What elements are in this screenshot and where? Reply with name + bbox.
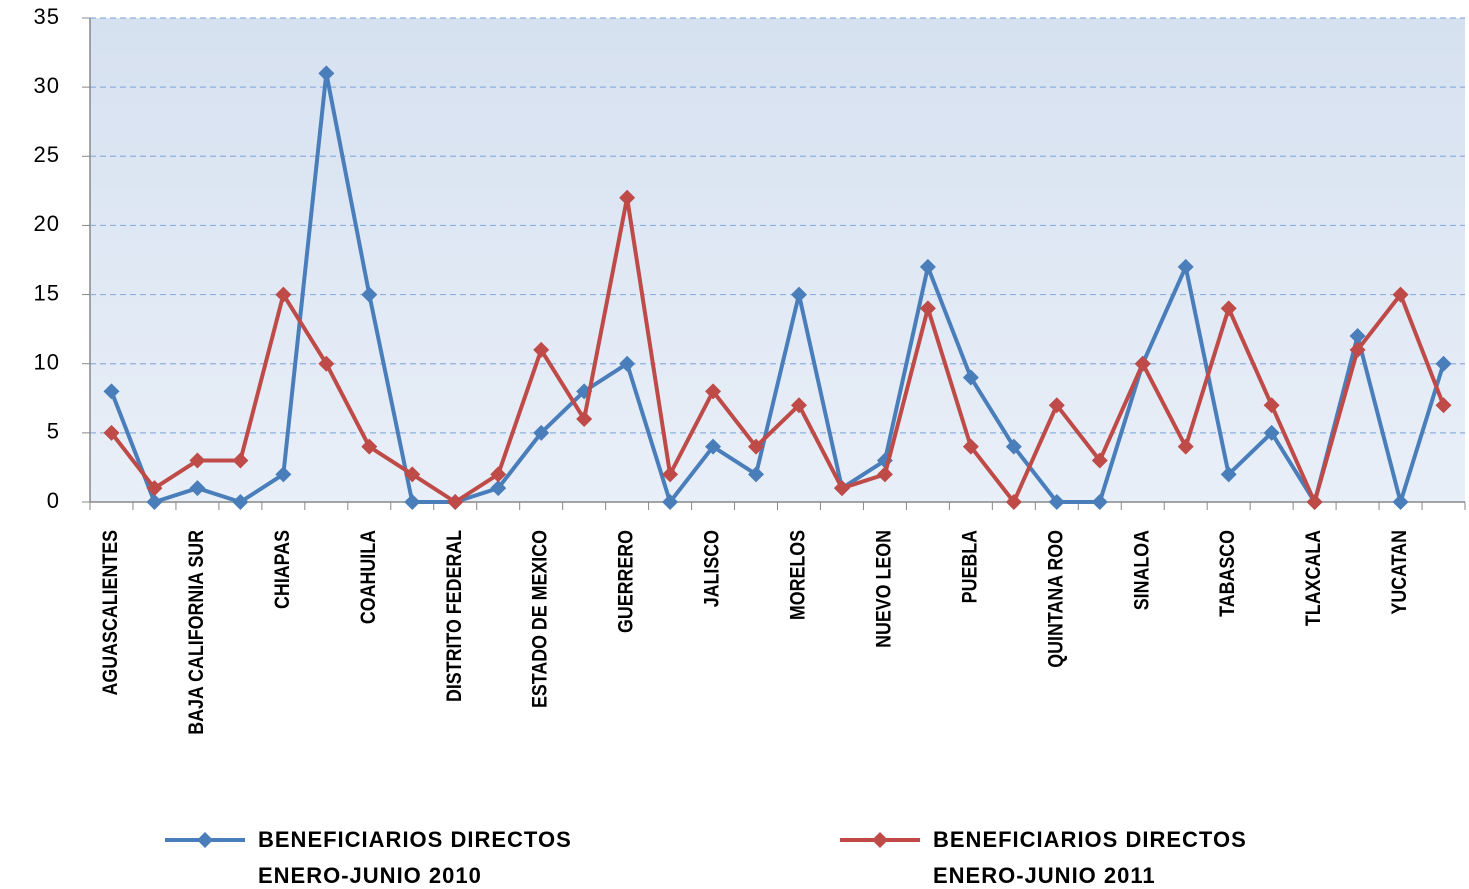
- data-point: [404, 466, 421, 483]
- data-point: [962, 438, 979, 455]
- data-point: [1263, 397, 1280, 414]
- data-point: [1177, 258, 1194, 275]
- data-point: [490, 466, 507, 483]
- legend-marker: [197, 832, 213, 848]
- series-line: [109, 71, 1446, 504]
- x-tick-label: MORELOS: [786, 530, 810, 620]
- data-point: [1349, 328, 1366, 345]
- data-point: [962, 369, 979, 386]
- x-tick-label: COAHUILA: [357, 530, 381, 624]
- data-point: [576, 411, 593, 428]
- x-tick-label: JALISCO: [700, 530, 724, 607]
- series-line: [109, 195, 1446, 504]
- x-tick-label: CHIAPAS: [271, 530, 295, 609]
- data-point: [361, 438, 378, 455]
- data-point: [447, 494, 464, 510]
- data-point: [1005, 494, 1022, 510]
- data-point: [705, 383, 722, 400]
- data-point: [1048, 397, 1065, 414]
- data-point: [318, 355, 335, 372]
- data-point: [790, 286, 807, 303]
- data-point: [361, 286, 378, 303]
- data-point: [146, 480, 163, 497]
- data-point: [1091, 494, 1108, 510]
- y-tick-label: 5: [47, 419, 60, 444]
- x-tick-label: NUEVO LEON: [872, 530, 896, 648]
- x-tick-label: SINALOA: [1130, 530, 1154, 610]
- data-point: [1091, 452, 1108, 469]
- y-tick-label: 35: [34, 4, 60, 29]
- data-point: [876, 466, 893, 483]
- data-point: [533, 341, 550, 358]
- x-tick-label: TLAXCALA: [1302, 530, 1326, 626]
- data-point: [1048, 494, 1065, 510]
- data-point: [1435, 397, 1452, 414]
- x-tick-label: TABASCO: [1216, 530, 1240, 617]
- data-point: [533, 424, 550, 441]
- data-point: [1349, 341, 1366, 358]
- x-tick-label: ESTADO DE MEXICO: [528, 530, 552, 708]
- data-point: [1263, 424, 1280, 441]
- data-point: [103, 424, 120, 441]
- data-point: [232, 494, 249, 510]
- data-point: [189, 480, 206, 497]
- legend-label: BENEFICIARIOS DIRECTOS ENERO-JUNIO 2011: [933, 827, 1247, 888]
- data-point: [189, 452, 206, 469]
- data-point: [619, 355, 636, 372]
- data-point: [833, 480, 850, 497]
- data-point: [662, 494, 679, 510]
- data-point: [275, 286, 292, 303]
- data-point: [919, 258, 936, 275]
- data-point: [1220, 300, 1237, 317]
- x-tick-label: DISTRITO FEDERAL: [442, 530, 466, 702]
- data-point: [1220, 466, 1237, 483]
- data-point: [1306, 494, 1323, 510]
- plot-area: [90, 18, 1465, 502]
- data-point: [490, 480, 507, 497]
- y-tick-label: 30: [34, 73, 60, 98]
- y-tick-label: 0: [47, 488, 60, 513]
- data-point: [404, 494, 421, 510]
- x-tick-label: AGUASCALIENTES: [99, 530, 123, 695]
- data-point: [662, 466, 679, 483]
- y-tick-label: 25: [34, 142, 60, 167]
- data-point: [232, 452, 249, 469]
- data-point: [919, 300, 936, 317]
- data-point: [275, 466, 292, 483]
- x-tick-label: PUEBLA: [958, 530, 982, 603]
- data-point: [318, 65, 335, 82]
- data-point: [1005, 438, 1022, 455]
- y-tick-label: 20: [34, 211, 60, 236]
- data-point: [1392, 494, 1409, 510]
- data-point: [748, 438, 765, 455]
- data-point: [1435, 355, 1452, 372]
- data-point: [748, 466, 765, 483]
- x-tick-label: BAJA CALIFORNIA SUR: [185, 530, 209, 735]
- legend-label: BENEFICIARIOS DIRECTOS ENERO-JUNIO 2010: [258, 827, 572, 888]
- y-tick-label: 15: [34, 280, 60, 305]
- data-point: [1134, 355, 1151, 372]
- x-tick-label: YUCATAN: [1388, 530, 1412, 615]
- y-tick-label: 10: [34, 350, 60, 375]
- data-point: [103, 383, 120, 400]
- data-point: [146, 494, 163, 510]
- data-point: [1392, 286, 1409, 303]
- data-point: [790, 397, 807, 414]
- data-point: [619, 189, 636, 206]
- data-point: [1177, 438, 1194, 455]
- x-tick-label: QUINTANA ROO: [1044, 530, 1068, 668]
- data-point: [705, 438, 722, 455]
- x-tick-label: GUERRERO: [614, 530, 638, 633]
- legend-marker: [872, 832, 888, 848]
